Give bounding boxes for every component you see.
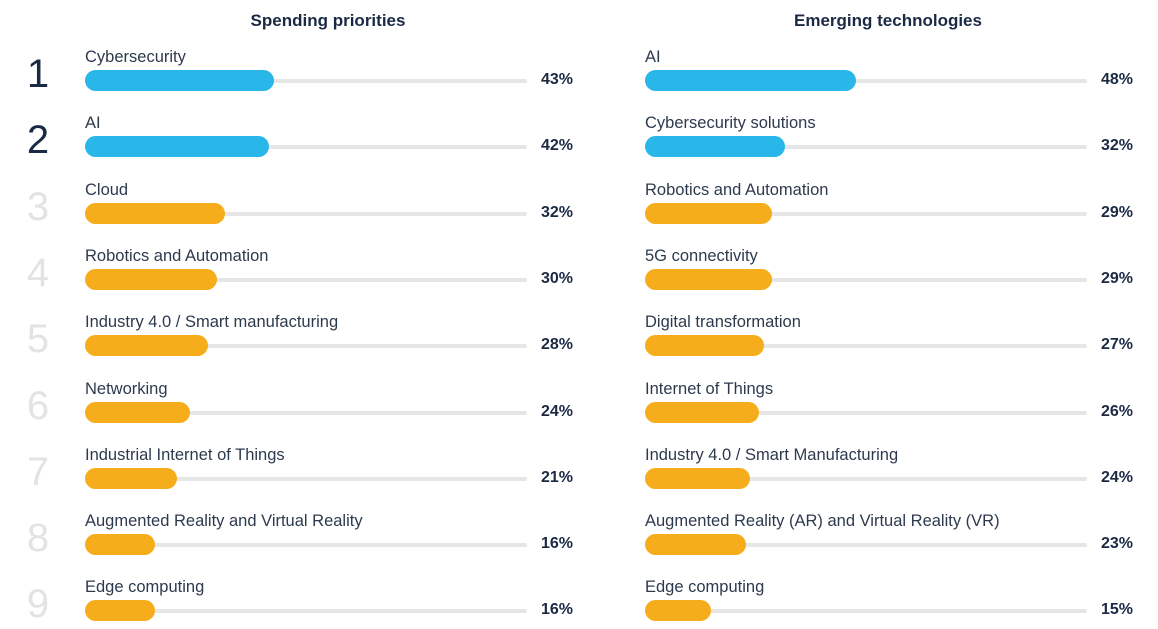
bar-track	[85, 609, 527, 614]
category-label: Industry 4.0 / Smart Manufacturing	[645, 445, 899, 464]
data-label: 16%	[540, 601, 573, 619]
bar-track	[645, 543, 1087, 548]
data-label: 16%	[540, 535, 573, 553]
data-label: 48%	[1100, 71, 1133, 88]
bar-track	[85, 344, 527, 349]
bar	[645, 335, 764, 357]
bar-track	[645, 145, 1087, 150]
bar	[85, 268, 217, 290]
bar-track	[645, 476, 1087, 481]
chart-title-emerging-technologies: Emerging technologies	[794, 11, 982, 30]
data-label: 32%	[1100, 137, 1133, 155]
category-label: Augmented Reality (AR) and Virtual Reali…	[645, 512, 1000, 531]
category-label: Networking	[85, 379, 168, 398]
bar-track	[85, 277, 527, 282]
data-label: 43%	[540, 71, 573, 88]
bar-track	[85, 476, 527, 481]
bar-track	[645, 277, 1087, 282]
bar-track	[85, 410, 527, 415]
rank-number: 7	[26, 449, 50, 494]
bar	[645, 268, 773, 290]
bar	[85, 70, 274, 91]
category-label: Robotics and Automation	[645, 180, 829, 199]
data-label: 29%	[1100, 269, 1133, 287]
bar	[645, 534, 746, 556]
data-label: 32%	[540, 203, 573, 221]
rank-number: 6	[26, 383, 50, 428]
data-label: 24%	[540, 402, 573, 420]
rank-number: 8	[26, 516, 50, 561]
data-label: 23%	[1100, 535, 1133, 553]
bar	[85, 534, 156, 556]
bar-track	[645, 79, 1087, 83]
bar-track	[85, 543, 527, 548]
bar-track	[85, 79, 527, 83]
bar	[645, 136, 786, 158]
rank-number: 1	[26, 52, 50, 96]
category-label: Industrial Internet of Things	[85, 445, 285, 464]
rank-number: 3	[26, 184, 50, 229]
bar	[645, 70, 856, 91]
bar	[645, 401, 760, 423]
category-label: Robotics and Automation	[85, 246, 269, 265]
bar-track	[645, 410, 1087, 415]
bar	[645, 467, 751, 489]
category-label: AI	[645, 48, 661, 66]
data-label: 24%	[1100, 468, 1133, 486]
data-label: 42%	[540, 137, 573, 155]
bar	[645, 600, 711, 622]
data-label: 30%	[540, 269, 573, 287]
category-label: AI	[85, 114, 101, 133]
category-label: Internet of Things	[645, 379, 774, 398]
category-label: 5G connectivity	[645, 246, 758, 265]
data-label: 21%	[540, 468, 573, 486]
data-label: 15%	[1100, 601, 1133, 619]
data-label: 29%	[1100, 203, 1133, 221]
data-label: 27%	[1100, 336, 1133, 354]
category-label: Cybersecurity solutions	[645, 114, 816, 133]
bar	[85, 335, 208, 357]
category-label: Edge computing	[645, 578, 765, 597]
rank-number: 9	[26, 582, 50, 627]
bar	[85, 600, 156, 622]
bar-track	[645, 609, 1087, 614]
category-label: Edge computing	[85, 578, 205, 597]
bar-track	[645, 344, 1087, 349]
category-label: Industry 4.0 / Smart manufacturing	[85, 313, 339, 332]
chart-title-spending-priorities: Spending priorities	[250, 11, 406, 30]
data-label: 26%	[1100, 402, 1133, 420]
bar-track	[85, 145, 527, 150]
rank-number: 4	[26, 250, 50, 295]
rank-number: 5	[26, 317, 50, 362]
bar	[85, 401, 191, 423]
category-label: Digital transformation	[645, 313, 801, 332]
bar	[85, 467, 178, 489]
bar	[85, 136, 270, 158]
category-label: Augmented Reality and Virtual Reality	[85, 512, 363, 531]
rank-number: 2	[26, 118, 50, 163]
bar-track	[85, 211, 527, 216]
bar-track	[645, 211, 1087, 216]
bar	[85, 202, 226, 224]
bar	[645, 202, 773, 224]
data-label: 28%	[540, 336, 573, 354]
category-label: Cybersecurity	[85, 48, 186, 66]
category-label: Cloud	[85, 180, 129, 199]
